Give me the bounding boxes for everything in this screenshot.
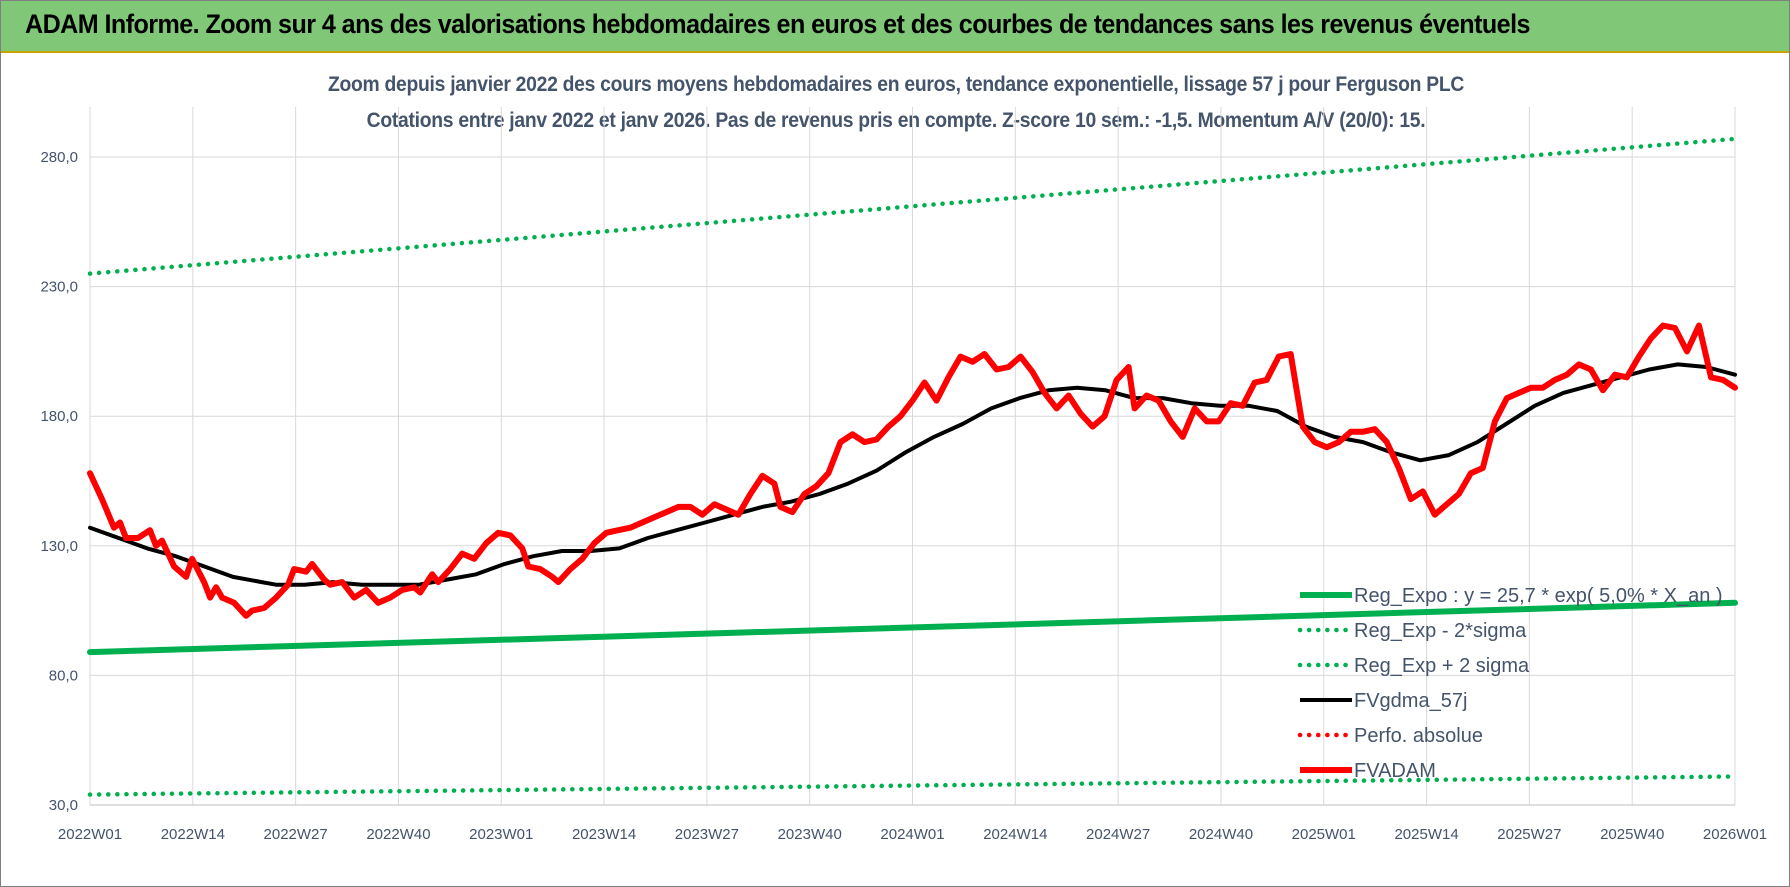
x-tick-label: 2026W01: [1703, 826, 1767, 843]
y-tick-label: 30,0: [49, 797, 78, 814]
x-tick-label: 2023W40: [778, 826, 842, 843]
chart-title: Zoom depuis janvier 2022 des cours moyen…: [327, 73, 1465, 96]
x-tick-label: 2025W40: [1600, 826, 1664, 843]
series-line-0: [87, 599, 1738, 656]
y-tick-label: 80,0: [49, 667, 78, 684]
x-tick-label: 2024W01: [880, 826, 944, 843]
x-tick-label: 2024W14: [983, 826, 1047, 843]
series-line-3: [88, 362, 1737, 587]
series-line-1: [87, 774, 1738, 797]
series-line-5: [87, 322, 1738, 619]
x-tick-label: 2024W40: [1189, 826, 1253, 843]
banner-title: ADAM Informe. Zoom sur 4 ans des valoris…: [25, 9, 1530, 39]
y-tick-label: 130,0: [40, 538, 78, 555]
x-tick-label: 2022W01: [58, 826, 122, 843]
x-tick-label: 2025W14: [1394, 826, 1458, 843]
x-tick-label: 2022W27: [264, 826, 328, 843]
series-line-2: [87, 136, 1738, 276]
x-tick-label: 2025W27: [1497, 826, 1561, 843]
x-tick-label: 2022W40: [366, 826, 430, 843]
y-tick-label: 280,0: [40, 149, 78, 166]
legend-label: Reg_Exp - 2*sigma: [1354, 620, 1527, 642]
legend-label: FVgdma_57j: [1354, 690, 1467, 712]
chart-subtitle: Cotations entre janv 2022 et janv 2026. …: [366, 109, 1426, 132]
x-tick-label: 2025W01: [1292, 826, 1356, 843]
y-tick-label: 180,0: [40, 408, 78, 425]
x-tick-label: 2023W27: [675, 826, 739, 843]
x-tick-label: 2023W14: [572, 826, 636, 843]
x-tick-label: 2024W27: [1086, 826, 1150, 843]
y-tick-label: 230,0: [40, 279, 78, 296]
title-banner: ADAM Informe. Zoom sur 4 ans des valoris…: [1, 1, 1789, 53]
legend-label: Perfo. absolue: [1354, 725, 1483, 747]
legend-label: Reg_Expo : y = 25,7 * exp( 5,0% * X_an ): [1354, 585, 1723, 607]
x-tick-label: 2022W14: [161, 826, 225, 843]
legend-label: FVADAM: [1354, 760, 1436, 782]
legend-label: Reg_Exp + 2 sigma: [1354, 655, 1530, 677]
x-tick-label: 2023W01: [469, 826, 533, 843]
